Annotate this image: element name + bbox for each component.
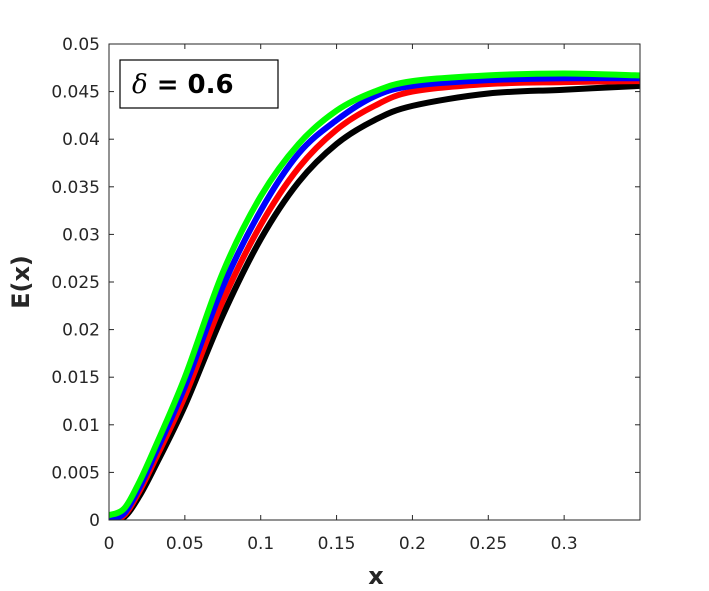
- annotation-box: δ = 0.6: [119, 59, 279, 109]
- x-tick-label: 0.2: [399, 534, 426, 554]
- x-tick-label: 0: [104, 534, 115, 554]
- x-tick-label: 0.25: [469, 534, 507, 554]
- x-tick-label: 0.05: [166, 534, 204, 554]
- x-axis-label: x: [368, 562, 384, 590]
- annotation-frame: [119, 59, 279, 109]
- y-tick-label: 0.005: [51, 463, 100, 483]
- series-line-4: [109, 70, 640, 519]
- y-tick-label: 0.015: [51, 368, 100, 388]
- y-tick-label: 0.025: [51, 273, 100, 293]
- y-tick-label: 0.035: [51, 178, 100, 198]
- annotation-value: = 0.6: [148, 70, 234, 100]
- annotation-label: δ = 0.6: [132, 70, 234, 100]
- y-axis-label: E(x): [7, 255, 35, 309]
- y-tick-label: 0.01: [62, 416, 100, 436]
- y-tick-label: 0.05: [62, 35, 100, 55]
- annotation-symbol: δ: [132, 70, 148, 100]
- y-tick-label: 0.02: [62, 321, 100, 341]
- y-tick-label: 0: [89, 511, 100, 531]
- x-tick-label: 0.15: [318, 534, 356, 554]
- y-tick-label: 0.04: [62, 130, 100, 150]
- x-tick-label: 0.1: [247, 534, 274, 554]
- x-tick-label: 0.3: [551, 534, 578, 554]
- y-tick-label: 0.03: [62, 225, 100, 245]
- y-tick-label: 0.045: [51, 83, 100, 103]
- plot-area: [109, 44, 640, 520]
